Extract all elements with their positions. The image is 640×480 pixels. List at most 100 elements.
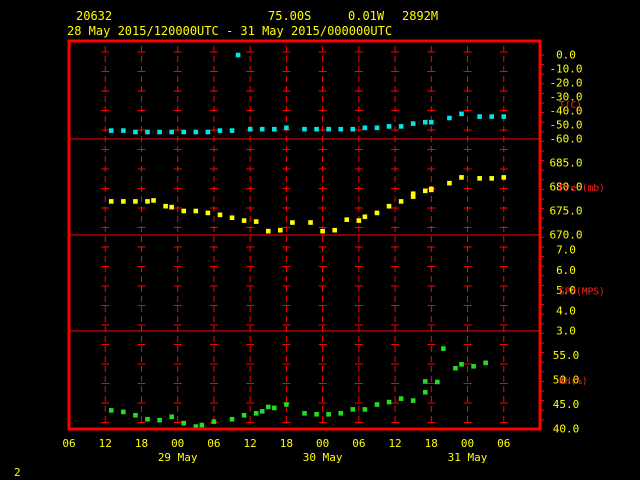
wind-arrow [286, 271, 295, 279]
temp-point [145, 129, 150, 135]
wind-arrow [383, 284, 392, 292]
pres-point [205, 210, 211, 216]
longitude: 0.01W [348, 9, 385, 23]
y-tick-label: 3.0 [556, 325, 576, 338]
wind-arrow [431, 271, 440, 279]
pres-point [410, 191, 416, 197]
wind-arrow [238, 275, 247, 283]
pres-point [429, 187, 434, 193]
rh-point [241, 412, 247, 418]
y-tick-label: -50.0 [549, 119, 582, 132]
temp-point [314, 126, 319, 132]
temp-point [193, 129, 199, 135]
temp-point [108, 128, 114, 133]
y-tick-label: 680.0 [549, 181, 582, 194]
x-tick-label: 00 [171, 437, 184, 450]
x-tick-label: 06 [207, 437, 220, 450]
wind-arrow [202, 277, 211, 285]
pres-point [501, 175, 507, 180]
y-axis-title: SPD(MPS) [559, 287, 605, 298]
y-tick-label: 7.0 [556, 244, 576, 257]
rh-point [398, 396, 404, 401]
rh-point [338, 411, 344, 416]
y-tick-label: -60.0 [549, 133, 582, 146]
y-tick-label: -10.0 [549, 63, 582, 76]
y-axis-title: Pre (mb) [559, 183, 605, 194]
wind-arrow [226, 277, 235, 285]
rh-point [211, 419, 217, 424]
rh-point [259, 409, 265, 414]
date-label: 31 May [448, 451, 488, 464]
wind-arrow [172, 300, 181, 308]
pres-point [356, 218, 362, 223]
pres-point [344, 217, 350, 222]
wind-arrow [347, 290, 356, 298]
time-period: 28 May 2015/120000UTC - 31 May 2015/0000… [67, 24, 392, 38]
temp-point [410, 121, 416, 126]
wind-arrow [244, 277, 253, 285]
temp-point [272, 126, 277, 132]
x-tick-label: 06 [352, 437, 365, 450]
y-tick-label: 5.0 [556, 284, 576, 297]
temp-point [169, 129, 174, 135]
pres-point [121, 199, 126, 204]
wind-arrow [232, 275, 241, 283]
date-label: 30 May [303, 451, 343, 464]
wind-arrow [395, 275, 404, 283]
pres-point [459, 175, 464, 180]
pres-point [181, 208, 187, 214]
temp-point [284, 125, 289, 131]
pres-point [193, 208, 199, 214]
rh-point [326, 412, 331, 417]
rh-point [133, 412, 138, 418]
pres-point [229, 215, 235, 221]
latitude: 75.00S [268, 9, 311, 23]
grid-ticks [101, 46, 508, 426]
wind-arrow [335, 290, 344, 298]
pres-point [332, 227, 337, 233]
temp-point [386, 124, 392, 129]
wind-arrow [437, 269, 446, 277]
rh-point [386, 399, 392, 405]
page-number: 2 [14, 466, 21, 479]
rh-point [459, 362, 464, 367]
temp-point [459, 111, 464, 117]
rh-point [272, 405, 277, 411]
rh-point [435, 379, 440, 385]
temp-point [501, 114, 507, 119]
y-tick-label: 4.0 [556, 304, 576, 317]
x-tick-label: 06 [497, 437, 510, 450]
wind-arrow [292, 265, 301, 273]
x-tick-label: 18 [425, 437, 438, 450]
y-tick-label: -40.0 [549, 105, 582, 118]
y-tick-label: 6.0 [556, 264, 576, 277]
wind-arrow [184, 279, 193, 287]
wind-arrow [214, 277, 223, 285]
wind-arrow [365, 302, 374, 310]
rh-point [229, 416, 235, 422]
temp-point [477, 114, 482, 119]
wind-arrow [196, 279, 205, 287]
temp-point [205, 129, 211, 135]
temp-point [121, 128, 126, 133]
x-tick-label: 18 [135, 437, 148, 450]
rh-point [169, 414, 174, 420]
temp-point [447, 115, 452, 121]
plot-frame [67, 39, 542, 431]
wind-arrow [135, 306, 144, 314]
pres-point [253, 219, 259, 224]
rh-point [422, 389, 428, 395]
rh-point [193, 424, 199, 429]
rh-point [350, 407, 356, 412]
x-tick-label: 12 [99, 437, 112, 450]
elevation: 2892M [402, 9, 438, 23]
data-marks [108, 52, 507, 429]
pres-point [217, 212, 223, 218]
pres-point [477, 176, 482, 181]
y-axis-title: T(C) [559, 100, 582, 111]
pres-point [362, 214, 368, 220]
pres-point [145, 199, 150, 204]
y-tick-label: 55.0 [553, 349, 580, 362]
y-tick-label: 670.0 [549, 229, 582, 242]
pres-point [151, 198, 156, 203]
